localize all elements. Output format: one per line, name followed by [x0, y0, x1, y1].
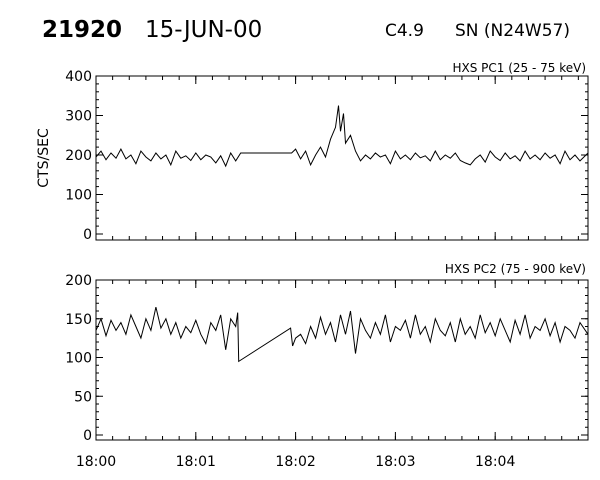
chart-panel-1: HXS PC1 (25 - 75 keV) 0 100 200 300 400 CTS/SE… [36, 61, 589, 243]
event-date: 15-JUN-00 [145, 17, 263, 43]
chart-panel-2: HXS PC2 (75 - 900 keV) 0 50 100 150 200 [65, 262, 589, 444]
y-tick-label: 0 [83, 428, 92, 444]
y-tick-label: 100 [65, 188, 92, 204]
panel-title: HXS PC2 (75 - 900 keV) [445, 262, 586, 276]
y-tick-label: 400 [65, 69, 92, 85]
series-line-1 [95, 306, 589, 363]
y-tick-label: 50 [74, 389, 92, 405]
y-tick-label: 300 [65, 109, 92, 125]
y-tick-label: 100 [65, 351, 92, 367]
panel-title: HXS PC1 (25 - 75 keV) [452, 61, 586, 75]
x-tick-label: 18:04 [475, 454, 515, 470]
y-axis-label: CTS/SEC [36, 128, 52, 188]
x-tick-label: 18:01 [176, 454, 216, 470]
x-tick-label: 18:03 [375, 454, 415, 470]
y-tick-label: 200 [65, 148, 92, 164]
flare-class: C4.9 [385, 21, 424, 41]
plot-header: 21920 15-JUN-00 C4.9 SN (N24W57) [0, 0, 600, 60]
x-tick-label: 18:02 [275, 454, 315, 470]
y-tick-label: 150 [65, 312, 92, 328]
plot-frame [95, 75, 589, 241]
y-tick-label: 200 [65, 273, 92, 289]
series-line-1 [95, 105, 589, 168]
event-number: 21920 [42, 17, 123, 43]
x-tick-label: 18:00 [76, 454, 116, 470]
flare-location: SN (N24W57) [455, 21, 570, 41]
plot-frame [95, 279, 589, 441]
y-tick-label: 0 [83, 227, 92, 243]
